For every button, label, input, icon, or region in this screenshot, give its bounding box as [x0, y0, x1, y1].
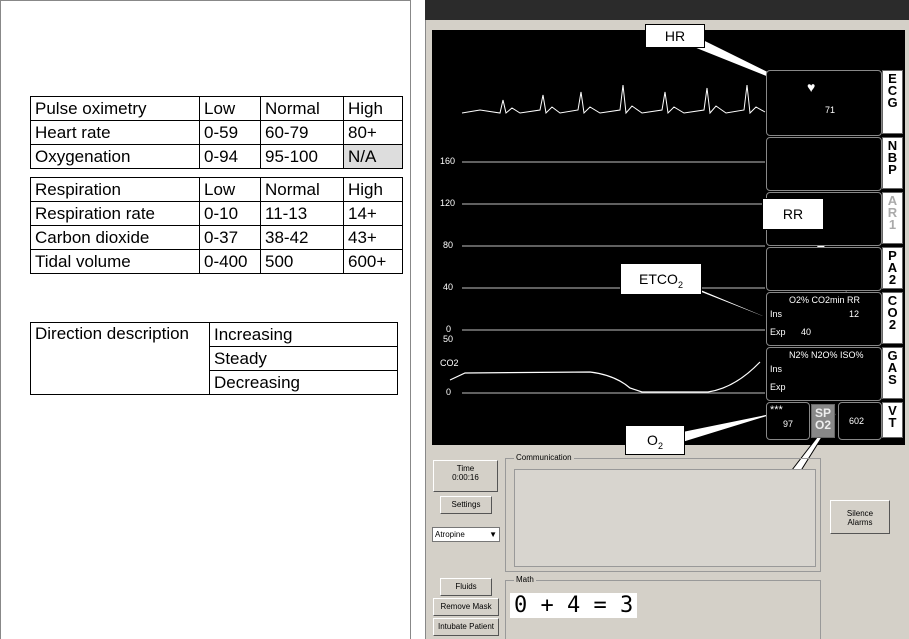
rr-callout: RR	[762, 198, 824, 230]
callout-sub: 2	[677, 279, 683, 290]
exp-label: Exp	[770, 327, 786, 337]
callout-sub: 2	[657, 440, 663, 451]
table-cell: High	[343, 96, 403, 121]
monitor-tab[interactable]: NBP	[882, 137, 903, 189]
table-cell: N/A	[343, 144, 403, 169]
scale-lines	[462, 161, 765, 394]
co2-header: O2% CO2min RR	[789, 295, 861, 305]
direction-value: Steady	[209, 346, 398, 371]
scale-label: 80	[443, 240, 454, 250]
table-cell: 0-37	[199, 225, 261, 250]
spo2-tab[interactable]: SPO2	[811, 404, 835, 438]
table-cell: 0-94	[199, 144, 261, 169]
direction-label: Direction description	[30, 322, 210, 395]
ecg-panel: ♥ 71	[766, 70, 882, 136]
monitor-tab[interactable]: ECG	[882, 70, 903, 134]
table-cell: Heart rate	[30, 120, 200, 145]
scale-label: 40	[443, 282, 454, 292]
table-cell: 80+	[343, 120, 403, 145]
table-cell: Oxygenation	[30, 144, 200, 169]
table-cell: 11-13	[260, 201, 344, 226]
table-cell: 38-42	[260, 225, 344, 250]
drug-name: Atropine	[435, 530, 465, 539]
ins-label: Ins	[770, 309, 783, 319]
monitor-tab[interactable]: CO2	[882, 292, 903, 344]
spo2-stars: ***	[770, 404, 783, 416]
fluids-button[interactable]: Fluids	[440, 578, 492, 596]
direction-value: Decreasing	[209, 370, 398, 395]
settings-button[interactable]: Settings	[440, 496, 492, 514]
table-cell: 0-59	[199, 120, 261, 145]
scale-label: 160	[440, 156, 456, 166]
table-cell: Low	[199, 96, 261, 121]
table-row: Oxygenation 0-94 95-100 N/A	[30, 144, 403, 169]
dropdown-arrow: ▼	[489, 530, 497, 539]
nbp-panel	[766, 137, 882, 191]
table-cell: 0-10	[199, 201, 261, 226]
group-label: Math	[514, 575, 536, 584]
communication-group: Communication	[505, 453, 821, 572]
math-group: Math 0 + 4 = 3	[505, 575, 821, 639]
table-cell: 600+	[343, 249, 403, 274]
title-bar	[425, 0, 909, 20]
remove-mask-button[interactable]: Remove Mask	[433, 598, 499, 616]
table-cell: 43+	[343, 225, 403, 250]
direction-value: Increasing	[209, 322, 398, 347]
table-cell: 14+	[343, 201, 403, 226]
reference-panel	[0, 0, 411, 639]
vt-panel: 602	[838, 402, 882, 440]
table-cell: Respiration rate	[30, 201, 200, 226]
scale-label: 0	[446, 324, 452, 334]
silence-button[interactable]: Silence Alarms	[830, 500, 890, 534]
ecg-wave	[461, 84, 766, 115]
co2-scale-label: 50	[443, 334, 454, 344]
table-cell: 95-100	[260, 144, 344, 169]
group-label: Communication	[514, 453, 574, 462]
co2-panel: O2% CO2min RR Ins 12 Exp 40	[766, 292, 882, 346]
monitor-tab[interactable]: GAS	[882, 347, 903, 399]
table-cell: Pulse oximetry	[30, 96, 200, 121]
time-button[interactable]: Time 0:00:16	[433, 460, 498, 492]
pa2-panel	[766, 247, 882, 291]
exp-label: Exp	[770, 382, 786, 392]
rr-value: 12	[849, 309, 860, 319]
hr-callout: HR	[645, 24, 705, 48]
spo2-value: 97	[783, 419, 794, 429]
o2-callout: O2	[625, 425, 685, 455]
etco2-callout: ETCO2	[620, 263, 702, 295]
message-box	[514, 469, 816, 567]
monitor-tab[interactable]: AR1	[882, 192, 903, 244]
vt-value: 602	[849, 416, 865, 426]
hr-value: 71	[825, 105, 836, 115]
direction-table: Direction description Increasing Steady …	[30, 322, 398, 395]
gas-panel: N2% N2O% ISO% Ins Exp	[766, 347, 882, 401]
intubate-button[interactable]: Intubate Patient	[433, 618, 499, 636]
co2-scale-label: 0	[446, 387, 452, 397]
pulse-table: Pulse oximetry Low Normal High Heart rate 0-5…	[30, 96, 403, 169]
drug-select[interactable]: Atropine ▼	[432, 527, 500, 542]
scale-label: 120	[440, 198, 456, 208]
callout-text: O	[647, 432, 658, 448]
callout-text: ETCO	[639, 271, 678, 287]
clock: 0:00:16	[452, 473, 479, 482]
monitor-tab[interactable]: VT	[882, 402, 903, 438]
math-problem: 0 + 4 = 3	[510, 593, 638, 618]
co2-wave	[449, 361, 761, 393]
ins-label: Ins	[770, 364, 783, 374]
table-row: Tidal volume 0-400 500 600+	[30, 249, 403, 274]
spo2-panel: *** 97	[766, 402, 810, 440]
respiration-table: Respiration Low Normal High Respiration rate…	[30, 177, 403, 274]
table-row: Carbon dioxide 0-37 38-42 43+	[30, 225, 403, 250]
table-cell: 500	[260, 249, 344, 274]
time-label: Time	[456, 464, 475, 473]
table-cell: Carbon dioxide	[30, 225, 200, 250]
etco2-value: 40	[801, 327, 812, 337]
monitor-tab[interactable]: PA2	[882, 247, 903, 289]
heart-icon: ♥	[807, 79, 816, 95]
co2-scale-label: CO2	[440, 358, 459, 368]
table-row: Respiration rate 0-10 11-13 14+	[30, 201, 403, 226]
gas-header: N2% N2O% ISO%	[789, 350, 864, 360]
